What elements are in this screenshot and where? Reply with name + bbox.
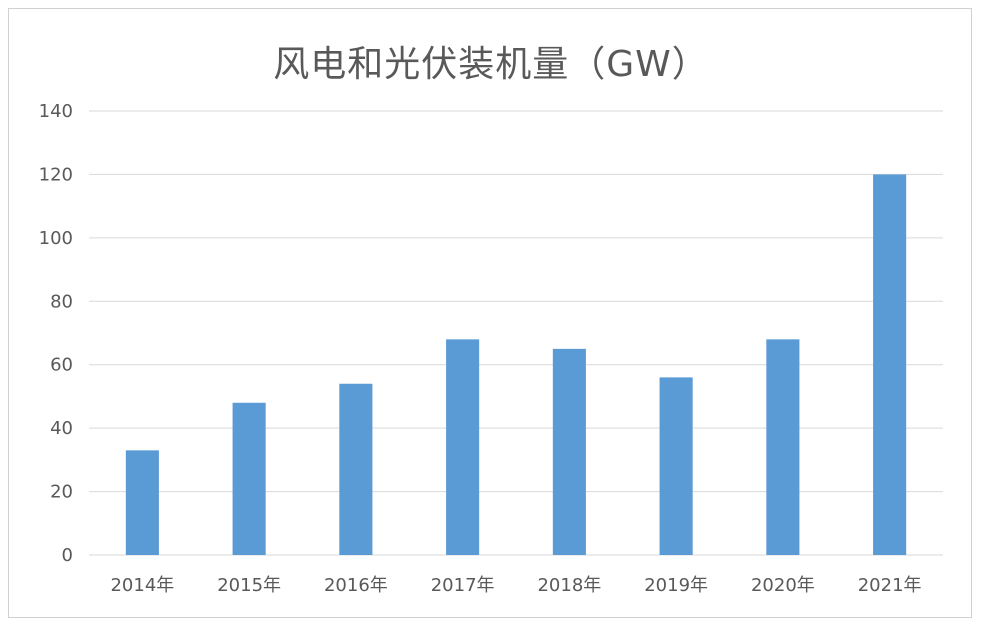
x-category-label: 2019年 bbox=[644, 575, 708, 596]
x-category-label: 2021年 bbox=[858, 575, 922, 596]
y-tick-label: 40 bbox=[50, 418, 73, 439]
bar bbox=[339, 383, 373, 555]
bar bbox=[446, 339, 480, 555]
y-tick-label: 60 bbox=[50, 355, 73, 376]
y-tick-label: 140 bbox=[39, 101, 73, 122]
chart-frame: 风电和光伏装机量（GW） 0 20 40 60 80 100 120 140 2014年 2015… bbox=[8, 8, 972, 618]
y-tick-label: 0 bbox=[62, 545, 73, 566]
bar bbox=[766, 339, 800, 555]
x-category-label: 2018年 bbox=[537, 575, 601, 596]
y-tick-label: 80 bbox=[50, 291, 73, 312]
x-category-label: 2014年 bbox=[110, 575, 174, 596]
bar bbox=[125, 450, 159, 555]
y-tick-label: 100 bbox=[39, 228, 73, 249]
y-tick-label: 20 bbox=[50, 482, 73, 503]
chart-title: 风电和光伏装机量（GW） bbox=[273, 44, 709, 85]
bar bbox=[232, 402, 266, 555]
bar bbox=[552, 348, 586, 555]
x-category-label: 2020年 bbox=[751, 575, 815, 596]
x-category-label: 2015年 bbox=[217, 575, 281, 596]
x-category-label: 2016年 bbox=[324, 575, 388, 596]
bar-chart: 0 20 40 60 80 100 120 140 2014年 2015年 2016年 2017年 20… bbox=[39, 101, 943, 596]
y-tick-label: 120 bbox=[39, 164, 73, 185]
bar bbox=[873, 174, 907, 555]
x-category-label: 2017年 bbox=[431, 575, 495, 596]
bar bbox=[659, 377, 693, 555]
